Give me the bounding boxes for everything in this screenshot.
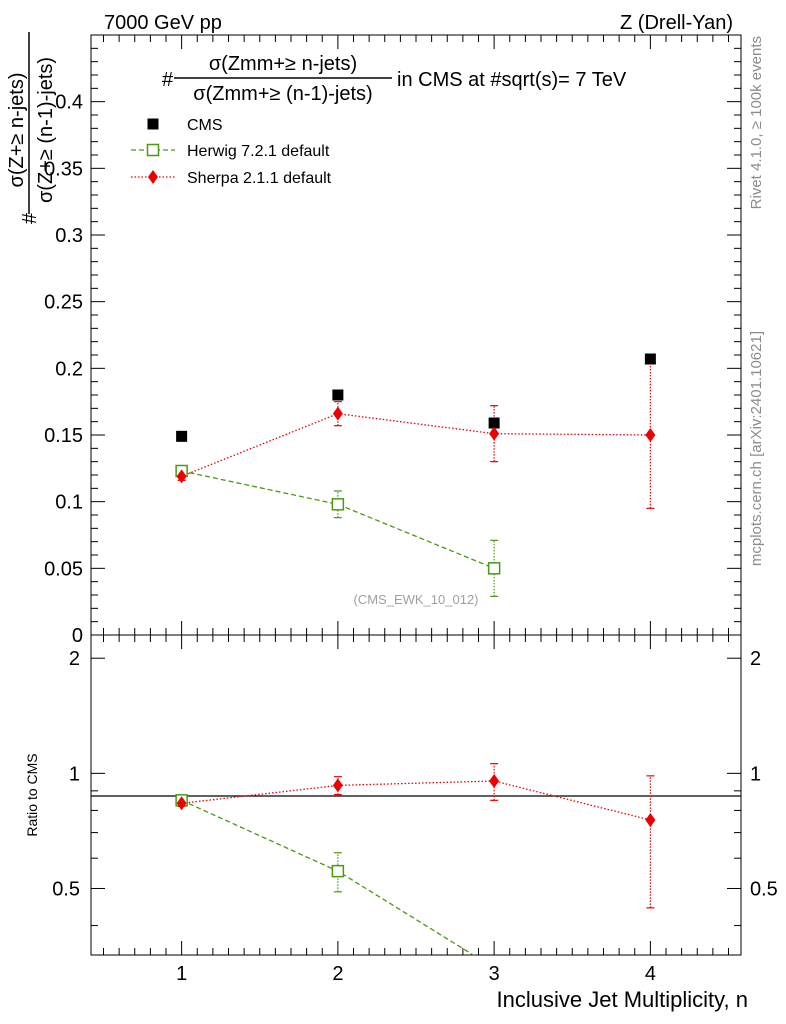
series-2-point [645, 428, 656, 442]
y-tick-label: 0.3 [55, 225, 83, 247]
ratio-lines [181, 780, 651, 955]
legend-marker-2 [148, 170, 158, 184]
rivet-label: Rivet 4.1.0, ≥ 100k events [748, 36, 765, 209]
legend-label-1: Herwig 7.2.1 default [187, 143, 330, 160]
header-right: Z (Drell-Yan) [620, 12, 733, 34]
ylabel-denominator: σ(Z+≥ (n-1)-jets) [35, 57, 57, 203]
ratio-2-point [332, 778, 343, 793]
data-markers [175, 353, 656, 878]
x-tick-label: 1 [176, 963, 187, 985]
ratio-y-label: Ratio to CMS [24, 753, 40, 836]
y-axis-label: # σ(Z+≥ n-jets) σ(Z+≥ (n-1)-jets) [6, 32, 57, 224]
series-2-point [176, 469, 187, 484]
ratio-1-point [331, 864, 345, 878]
ylabel-numerator: σ(Z+≥ n-jets) [6, 73, 28, 188]
series-lines [181, 413, 651, 569]
ratio-plot-frame [90, 634, 742, 956]
legend-marker-1 [146, 143, 160, 157]
series-0-point [332, 389, 344, 401]
title-suffix: in CMS at #sqrt(s)= 7 TeV [397, 69, 627, 91]
series-0-point [488, 417, 500, 429]
plot-title: # σ(Zmm+≥ n-jets) σ(Zmm+≥ (n-1)-jets) in… [162, 53, 627, 105]
title-prefix: # [162, 69, 174, 91]
x-tick-label: 3 [489, 963, 500, 985]
series-2-point [332, 406, 343, 421]
legend-label-2: Sherpa 2.1.1 default [187, 170, 332, 187]
ratio-tick-label-left: 0.5 [52, 878, 80, 900]
x-tick-label: 4 [645, 963, 656, 985]
ratio-tick-label-right: 2 [750, 648, 761, 670]
y-tick-label: 0.4 [55, 92, 83, 114]
series-line-1 [181, 470, 495, 569]
ratio-2-point [176, 796, 187, 811]
ratio-tick-label-left: 2 [69, 648, 80, 670]
y-tick-label: 0.2 [55, 358, 83, 380]
ratio-line-2 [181, 780, 651, 821]
axis-ticks [91, 34, 741, 955]
series-2-point [489, 426, 500, 441]
legend-label-0: CMS [187, 117, 223, 134]
y-tick-label: 0 [72, 625, 83, 647]
x-axis-label: Inclusive Jet Multiplicity, n [497, 987, 748, 1012]
title-denominator: σ(Zmm+≥ (n-1)-jets) [193, 83, 372, 105]
legend-marker-0 [147, 118, 159, 130]
header-left: 7000 GeV pp [104, 12, 222, 34]
tick-labels: 1 2 3 4 0 0.05 0.1 0.15 0.2 0.25 0.3 0.35 0.4 0.5 0.5 1… [44, 92, 778, 985]
y-tick-label: 0.1 [55, 492, 83, 514]
ratio-tick-label-right: 1 [750, 763, 761, 785]
mcplots-label: mcplots.cern.ch [arXiv:2401.10621] [748, 331, 765, 566]
series-1-point [487, 562, 501, 575]
y-tick-label: 0.25 [44, 292, 83, 314]
y-tick-label: 0.05 [44, 558, 83, 580]
x-tick-label: 2 [332, 963, 343, 985]
series-0-point [176, 430, 188, 442]
analysis-watermark: (CMS_EWK_10_012) [354, 592, 479, 607]
ratio-2-point [645, 813, 656, 828]
legend: CMS Herwig 7.2.1 default Sherpa 2.1.1 defa… [131, 117, 332, 187]
ylabel-prefix: # [19, 212, 41, 224]
y-tick-label: 0.15 [44, 425, 83, 447]
y-tick-label: 0.35 [44, 158, 83, 180]
ratio-2-point [489, 773, 500, 788]
series-1-point [331, 498, 345, 511]
series-0-point [644, 353, 656, 365]
ratio-tick-label-right: 0.5 [750, 878, 778, 900]
ratio-tick-label-left: 1 [69, 763, 80, 785]
series-line-2 [181, 413, 651, 477]
title-numerator: σ(Zmm+≥ n-jets) [209, 53, 357, 75]
